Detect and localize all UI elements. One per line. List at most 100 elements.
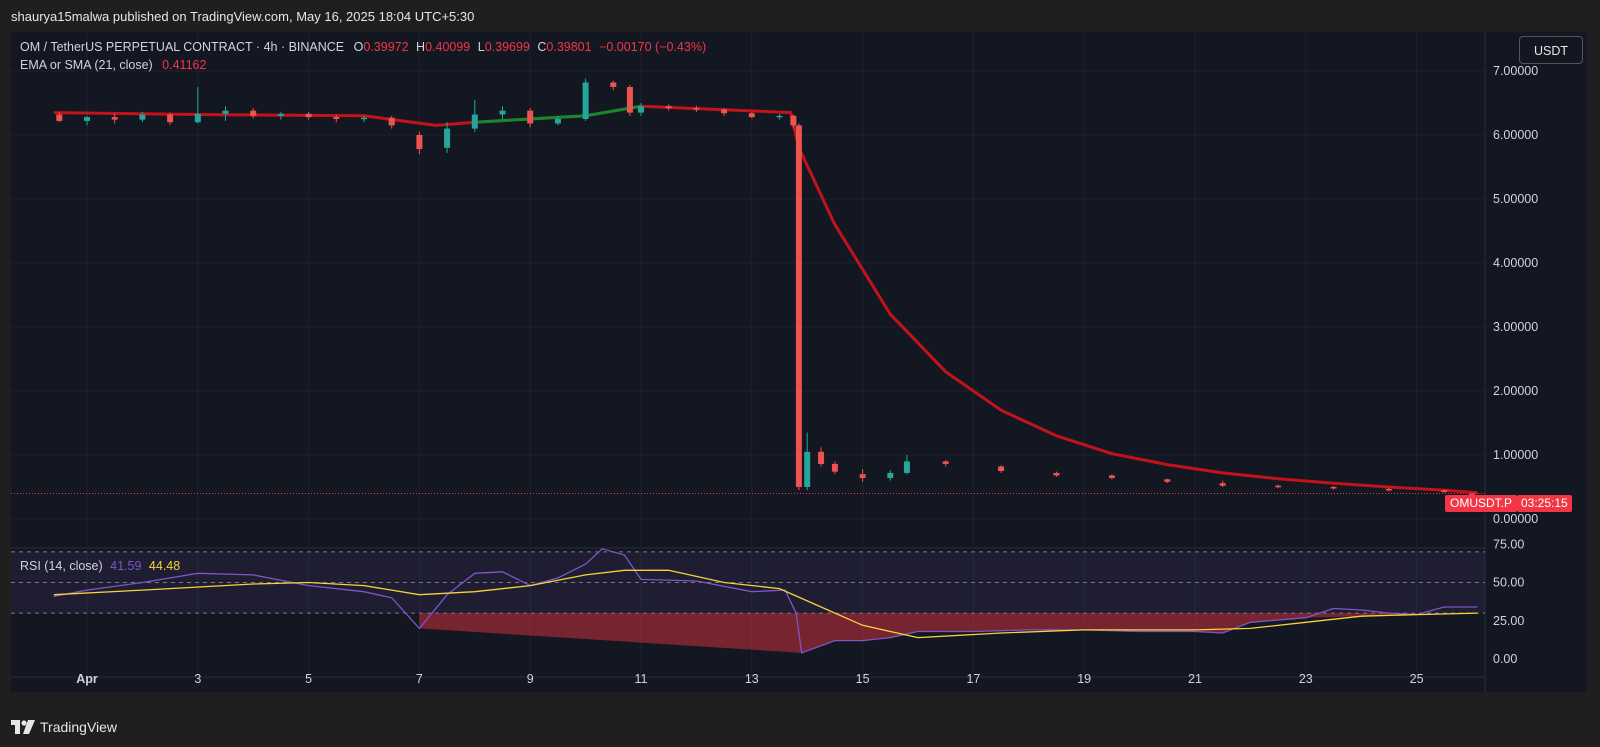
rsi-value: 41.59 (110, 559, 142, 573)
time-tick-label: 5 (305, 672, 312, 686)
candle-body (139, 114, 146, 120)
candle-body (1441, 490, 1448, 493)
rsi-ma-line (53, 569, 1478, 639)
candle-body (831, 463, 838, 472)
time-tick-label: 15 (856, 672, 870, 686)
time-tick-label: 11 (635, 672, 648, 686)
rsi-ma-value: 44.48 (148, 559, 181, 573)
rsi-oversold-fill (419, 613, 1417, 653)
candle-body (333, 117, 340, 119)
candle-body (790, 115, 797, 126)
time-tick-label: Apr (76, 672, 98, 686)
candle-body (721, 109, 728, 114)
close-label: C (537, 40, 547, 54)
high-value: 0.40099 (425, 40, 471, 54)
candle-body (527, 110, 534, 124)
candle-body (859, 474, 866, 479)
candle-body (471, 114, 478, 129)
rsi-legend[interactable]: RSI (14, close) 41.59 44.48 (20, 559, 180, 573)
open-label: O (353, 40, 364, 54)
bar-countdown-tag: 03:25:15 (1517, 495, 1572, 512)
candle-body (998, 466, 1005, 471)
rsi-label[interactable]: RSI (14, close) (20, 559, 103, 573)
rsi-tick-label: 75.00 (1493, 537, 1524, 551)
candle-body (554, 119, 561, 124)
time-tick-label: 25 (1410, 672, 1424, 686)
rsi-axis-labels: 0.00 25.00 50.00 75.00 (1493, 537, 1524, 666)
candle-body (795, 125, 802, 488)
candle-body (776, 115, 783, 118)
candle-body (194, 113, 201, 123)
candle-body (388, 117, 395, 126)
symbol-price-tag: OMUSDT.P (1445, 495, 1518, 512)
candle-body (277, 113, 284, 116)
candle-body (84, 117, 90, 121)
low-label: L (477, 40, 485, 54)
rsi-bands (11, 551, 1485, 614)
time-tick-label: 7 (416, 672, 423, 686)
rsi-tick-label: 50.00 (1493, 576, 1524, 590)
rsi-lines (53, 548, 1478, 654)
candle-body (250, 110, 257, 116)
candle-body (903, 461, 910, 473)
price-tick-label: 6.00000 (1493, 128, 1538, 142)
tradingview-logo[interactable]: TradingView (11, 719, 117, 735)
time-tick-label: 13 (745, 672, 759, 686)
time-tick-label: 17 (966, 672, 980, 686)
time-axis-labels: Apr 3 5 7 9 11 13 15 17 19 21 23 25 (76, 672, 1423, 686)
symbol-legend[interactable]: OM / TetherUS PERPETUAL CONTRACT · 4h · … (20, 40, 706, 54)
symbol-title[interactable]: OM / TetherUS PERPETUAL CONTRACT · 4h · … (20, 40, 345, 54)
candle-body (1053, 472, 1060, 476)
price-tick-label: 0.00000 (1493, 512, 1538, 526)
candle-body (1108, 475, 1115, 479)
publish-bar: shaurya15malwa published on TradingView.… (0, 0, 1600, 32)
change-value: −0.00170 (−0.43%) (599, 40, 707, 54)
candle-body (582, 82, 589, 119)
candle-body (610, 82, 617, 87)
candle-body (1385, 488, 1392, 491)
candle-body (942, 461, 949, 464)
price-tick-label: 4.00000 (1493, 256, 1538, 270)
candle-body (748, 113, 755, 118)
open-value: 0.39972 (363, 40, 409, 54)
candle-body (111, 117, 118, 120)
candle-body (361, 117, 367, 120)
candle-body (305, 113, 312, 118)
candle-body (1469, 493, 1475, 495)
candle-body (638, 106, 644, 113)
price-tick-label: 1.00000 (1493, 448, 1538, 462)
candle-body (693, 108, 700, 110)
price-scale-panel[interactable] (1485, 32, 1587, 692)
time-tick-label: 19 (1077, 672, 1091, 686)
candle-body (626, 87, 633, 113)
candle-body (665, 106, 672, 109)
candle-body (222, 110, 229, 114)
publish-info: shaurya15malwa published on TradingView.… (11, 9, 475, 24)
candle-body (887, 472, 894, 479)
candle-body (167, 114, 174, 123)
candle-body (804, 451, 811, 487)
candle-body (818, 451, 825, 464)
currency-button[interactable]: USDT (1519, 36, 1583, 64)
ema-label[interactable]: EMA or SMA (21, close) (20, 58, 153, 72)
rsi-line (53, 548, 1478, 654)
grid-lines (11, 32, 1485, 677)
candle-body (1219, 483, 1226, 486)
time-tick-label: 21 (1188, 672, 1202, 686)
time-tick-label: 9 (527, 672, 534, 686)
candles (56, 78, 1475, 495)
candle-body (444, 128, 451, 148)
close-value: 0.39801 (546, 40, 592, 54)
price-tick-label: 3.00000 (1493, 320, 1538, 334)
rsi-tick-label: 0.00 (1493, 652, 1517, 666)
ema-legend[interactable]: EMA or SMA (21, close) 0.41162 (20, 58, 206, 72)
high-label: H (416, 40, 426, 54)
rsi-tick-label: 25.00 (1493, 614, 1524, 628)
ema-path (53, 104, 1478, 495)
candle-body (1164, 479, 1171, 482)
price-axis-labels: 0.00000 1.00000 2.00000 3.00000 4.00000 5.000… (1493, 64, 1538, 526)
low-value: 0.39699 (484, 40, 530, 54)
candle-body (416, 135, 423, 150)
ema-value: 0.41162 (162, 58, 207, 72)
